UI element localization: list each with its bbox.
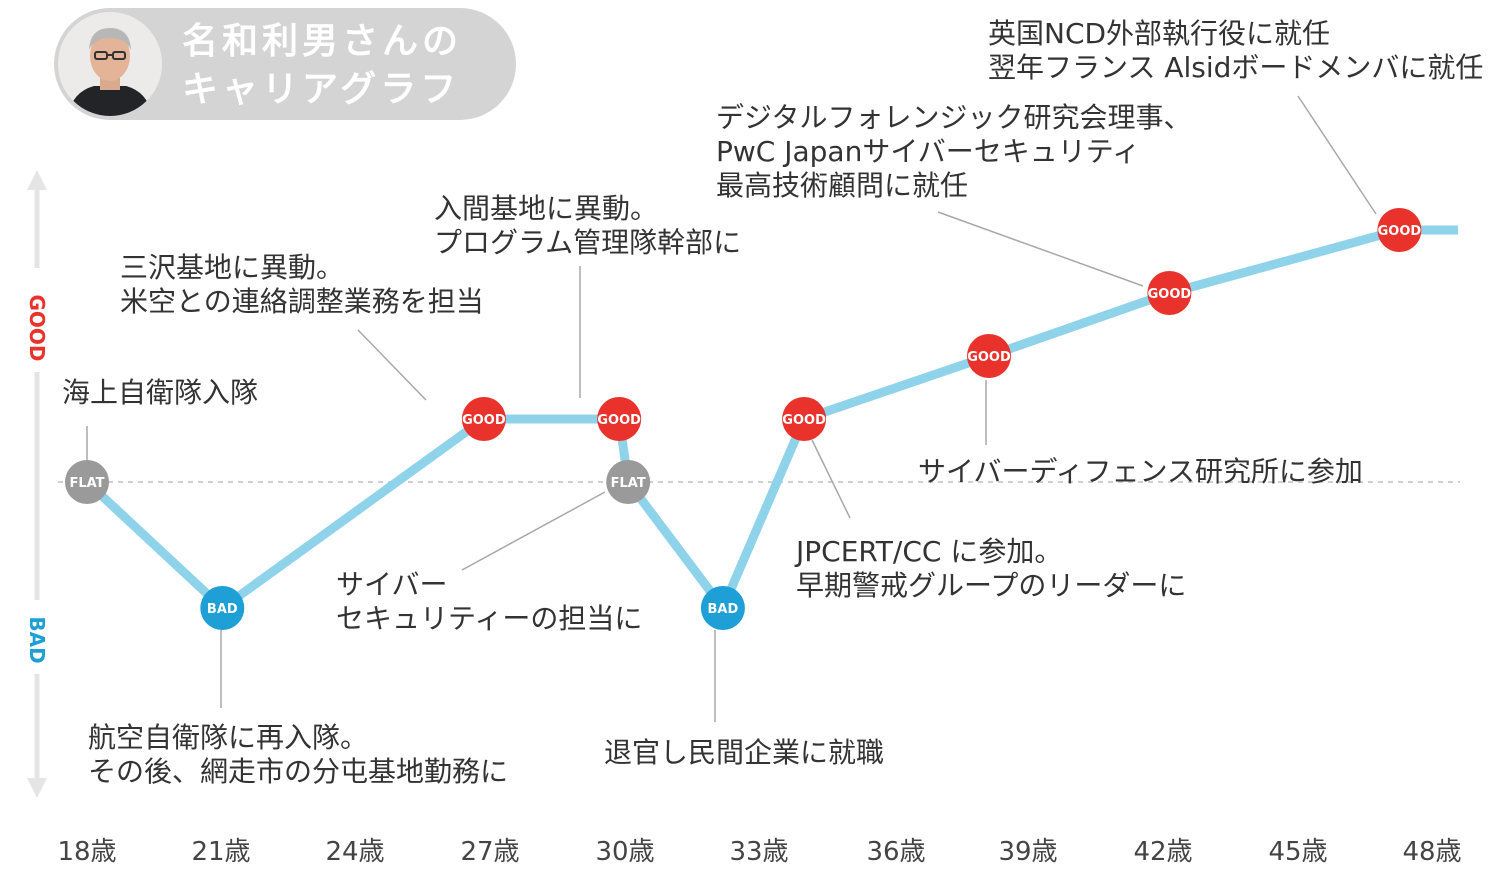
x-tick-label: 33歳 <box>729 837 788 867</box>
annotation-leaders <box>86 95 1377 722</box>
leader-line <box>811 439 851 519</box>
marker-label: BAD <box>708 602 739 617</box>
marker-label: GOOD <box>967 350 1011 365</box>
annotation-9: デジタルフォレンジック研究会理事、 PwC Japanサイバーセキュリティ最高技術… <box>716 101 1191 202</box>
annotation-line: 米空との連絡調整業務を担当 <box>120 285 484 318</box>
marker-dot <box>597 397 642 441</box>
y-label-bad: BAD <box>25 616 49 663</box>
annotation-7: JPCERT/CC に参加。早期警戒グループのリーダーに <box>794 535 1186 602</box>
leader-line <box>357 329 427 401</box>
marker-dot <box>782 397 827 441</box>
annotation-line: 英国NCD外部執行役に就任 <box>988 17 1330 50</box>
marker-dot <box>461 397 506 441</box>
marker-dot <box>1147 271 1192 315</box>
marker-dot <box>967 334 1011 378</box>
x-tick-label: 36歳 <box>866 837 925 867</box>
x-axis-ticks: 18歳 21歳 24歳 27歳 30歳 33歳 36歳 39歳 42歳 45歳 48歳 <box>57 837 1461 867</box>
annotation-line: その後、網走市の分屯基地勤務に <box>88 755 508 788</box>
annotation-line: プログラム管理隊幹部に <box>434 226 741 259</box>
x-tick-label: 45歳 <box>1268 837 1327 867</box>
x-tick-label: 48歳 <box>1402 837 1461 867</box>
annotation-line: 三沢基地に異動。 <box>120 251 344 284</box>
marker-dot <box>606 460 651 504</box>
x-tick-label: 42歳 <box>1133 837 1192 867</box>
marker-label: GOOD <box>597 413 641 428</box>
annotation-line: JPCERT/CC に参加。 <box>794 535 1062 568</box>
markers: FLAT BAD GOOD GOOD FLAT BAD GOOD GOOD GOOD GOOD <box>65 208 1422 630</box>
annotation-6: 退官し民間企業に就職 <box>604 736 884 769</box>
page-title: 名和利男さんの キャリアグラフ <box>182 18 462 114</box>
annotation-line: サイバー <box>336 568 447 601</box>
marker-flat: FLAT <box>606 460 651 504</box>
leader-line <box>1297 95 1377 215</box>
annotation-1: 海上自衛隊入隊 <box>62 376 258 409</box>
marker-good: GOOD <box>461 397 506 441</box>
annotation-line: 海上自衛隊入隊 <box>62 376 258 409</box>
annotation-line: 航空自衛隊に再入隊。 <box>88 721 368 754</box>
x-tick-label: 24歳 <box>325 837 384 867</box>
x-tick-label: 27歳 <box>460 837 519 867</box>
x-tick-label: 21歳 <box>191 837 250 867</box>
marker-good: GOOD <box>1377 208 1422 252</box>
x-tick-label: 39歳 <box>998 837 1057 867</box>
annotation-line: PwC Japanサイバーセキュリティ <box>716 135 1140 168</box>
marker-label: FLAT <box>611 476 646 491</box>
y-axis: GOOD BAD <box>25 170 49 798</box>
marker-good: GOOD <box>782 397 827 441</box>
portrait-icon <box>58 12 162 116</box>
annotation-line: 退官し民間企業に就職 <box>604 736 884 769</box>
marker-bad: BAD <box>700 586 745 630</box>
marker-label: FLAT <box>69 476 104 491</box>
marker-dot <box>1377 208 1422 252</box>
title-line-1: 名和利男さんの <box>182 21 463 62</box>
marker-dot <box>700 586 745 630</box>
annotation-line: 早期警戒グループのリーダーに <box>796 569 1186 602</box>
annotation-3: 三沢基地に異動。米空との連絡調整業務を担当 <box>120 251 484 318</box>
marker-label: GOOD <box>1148 287 1192 302</box>
marker-good: GOOD <box>1147 271 1192 315</box>
annotation-line: セキュリティーの担当に <box>336 602 642 635</box>
annotation-line: サイバーディフェンス研究所に参加 <box>918 455 1363 488</box>
avatar <box>58 12 162 116</box>
annotation-line: 翌年フランス Alsidボードメンバに就任 <box>988 51 1483 84</box>
leader-line <box>937 211 1144 287</box>
marker-label: GOOD <box>782 413 826 428</box>
marker-label: BAD <box>207 602 238 617</box>
marker-label: GOOD <box>462 413 506 428</box>
marker-good: GOOD <box>597 397 642 441</box>
annotation-4: 入間基地に異動。プログラム管理隊幹部に <box>434 192 741 259</box>
marker-dot <box>65 460 109 504</box>
x-tick-label: 18歳 <box>57 837 116 867</box>
marker-bad: BAD <box>200 586 245 630</box>
down-arrow-icon <box>27 778 47 798</box>
annotation-8: サイバーディフェンス研究所に参加 <box>918 455 1363 488</box>
annotation-line: 入間基地に異動。 <box>434 192 658 225</box>
marker-good: GOOD <box>967 334 1011 378</box>
annotation-5: サイバーセキュリティーの担当に <box>336 568 642 635</box>
annotation-10: 英国NCD外部執行役に就任翌年フランス Alsidボードメンバに就任 <box>988 17 1483 84</box>
marker-dot <box>200 586 245 630</box>
marker-label: GOOD <box>1378 224 1422 239</box>
leader-line <box>461 491 606 571</box>
annotation-line: デジタルフォレンジック研究会理事、 <box>716 101 1191 134</box>
y-label-good: GOOD <box>25 294 49 361</box>
title-line-2: キャリアグラフ <box>182 69 461 110</box>
up-arrow-icon <box>27 170 47 190</box>
annotation-line: 最高技術顧問に就任 <box>716 169 968 202</box>
annotation-2: 航空自衛隊に再入隊。その後、網走市の分屯基地勤務に <box>88 721 508 788</box>
x-tick-label: 30歳 <box>595 837 654 867</box>
marker-flat: FLAT <box>65 460 109 504</box>
